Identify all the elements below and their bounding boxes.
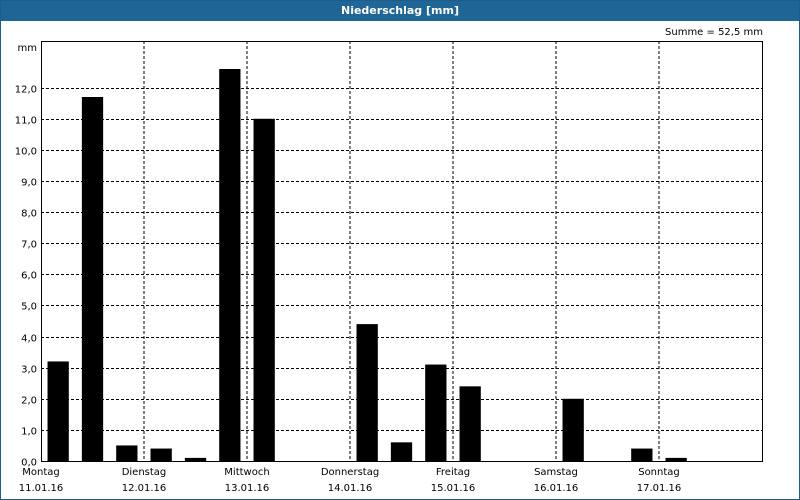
y-tick-label: 11,0 [15, 116, 37, 127]
y-tick-label: 0,0 [21, 458, 37, 469]
x-day-label: Dienstag [122, 467, 167, 478]
plot-border [41, 41, 763, 462]
x-day-label: Sonntag [638, 467, 680, 478]
bar [184, 457, 207, 461]
chart-title: Niederschlag [mm] [1, 1, 799, 21]
y-tick-label: 2,0 [21, 396, 37, 407]
y-tick-label: 12,0 [15, 85, 37, 96]
bar [116, 445, 138, 461]
y-tick-label: 7,0 [21, 240, 37, 251]
x-date-label: 14.01.16 [328, 483, 373, 494]
bar [356, 324, 378, 461]
summe-label: Summe = 52,5 mm [665, 27, 763, 38]
x-date-label: 17.01.16 [637, 483, 682, 494]
y-tick-label: 9,0 [21, 178, 37, 189]
y-tick-label: 8,0 [21, 209, 37, 220]
bar [150, 448, 172, 461]
x-day-label: Freitag [436, 467, 470, 478]
y-axis-unit: mm [18, 43, 37, 54]
x-day-label: Montag [22, 467, 59, 478]
x-day-label: Samstag [534, 467, 578, 478]
bar [47, 361, 69, 461]
x-day-label: Mittwoch [224, 467, 269, 478]
bar [631, 448, 653, 461]
x-day-label: Donnerstag [321, 467, 379, 478]
y-tick-label: 6,0 [21, 271, 37, 282]
bar [390, 442, 413, 461]
x-date-label: 12.01.16 [122, 483, 167, 494]
bar [562, 398, 584, 461]
bar [253, 118, 275, 462]
y-tick-label: 10,0 [15, 147, 37, 158]
bar [665, 457, 687, 461]
bar [219, 69, 241, 461]
x-date-label: 15.01.16 [431, 483, 476, 494]
bar [81, 97, 104, 461]
y-tick-label: 5,0 [21, 302, 37, 313]
bar [459, 386, 481, 461]
x-date-label: 13.01.16 [225, 483, 270, 494]
x-date-label: 16.01.16 [534, 483, 579, 494]
x-date-label: 11.01.16 [19, 483, 64, 494]
y-tick-label: 3,0 [21, 365, 37, 376]
y-tick-label: 1,0 [21, 427, 37, 438]
y-tick-label: 4,0 [21, 334, 37, 345]
bar [425, 364, 447, 461]
